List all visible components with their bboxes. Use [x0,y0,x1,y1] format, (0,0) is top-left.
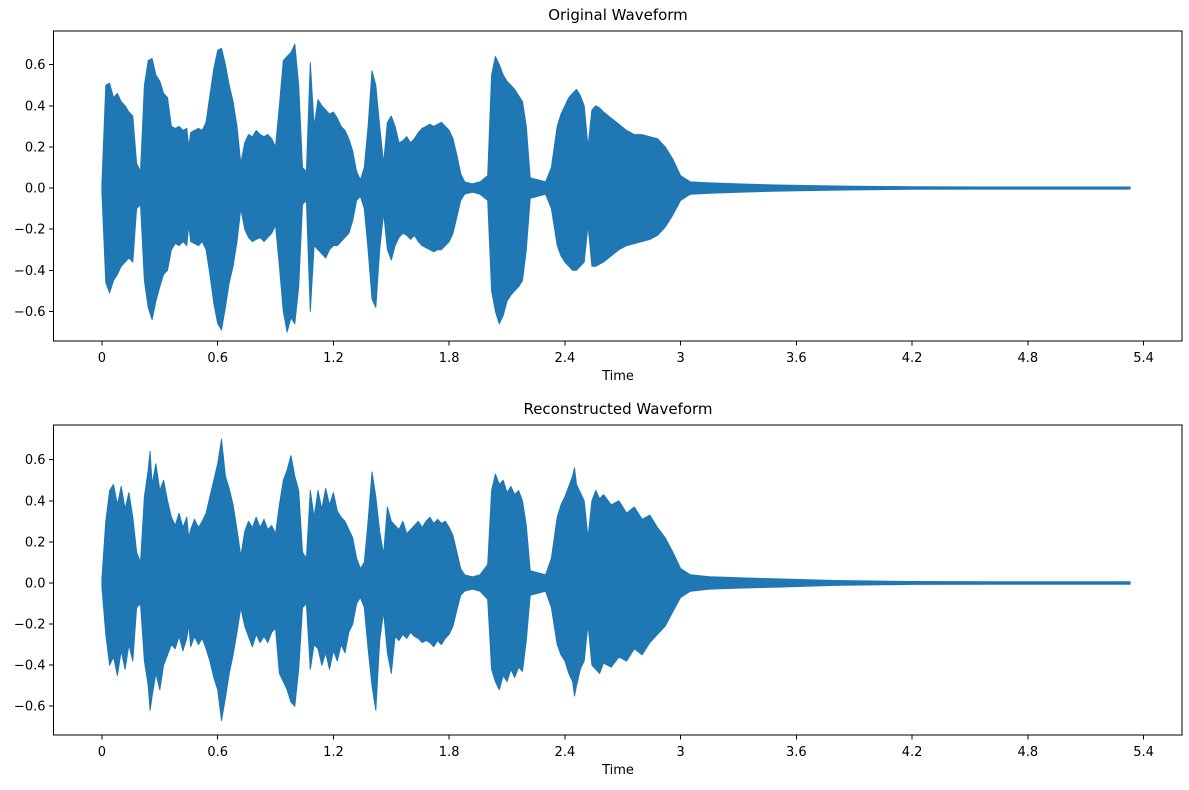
y-tick-label: −0.2 [14,618,46,633]
x-tick-label: 5.4 [1133,745,1154,760]
x-axis-label-reconstructed: Time [602,763,634,778]
y-tick-label: −0.2 [14,223,46,238]
x-tick-label: 0 [98,351,106,366]
x-tick-label: 1.2 [323,351,344,366]
y-tick-label: −0.4 [14,659,46,674]
x-tick-label: 3 [676,351,684,366]
y-tick-label: 0.0 [25,182,46,197]
x-tick-label: 2.4 [555,351,576,366]
y-tick-label: −0.6 [14,305,46,320]
x-axis-label-original: Time [602,369,634,384]
x-tick-label: 3.6 [786,745,807,760]
x-tick-label: 3.6 [786,351,807,366]
x-tick-label: 0.6 [207,745,228,760]
x-tick-label: 0 [98,745,106,760]
y-tick-label: 0.4 [25,99,46,114]
y-tick-label: −0.4 [14,264,46,279]
plot-title-original: Original Waveform [548,6,688,24]
x-tick-label: 4.8 [1018,351,1039,366]
axes-frame-0 [53,30,1183,342]
y-tick-label: 0.2 [25,535,46,550]
y-tick-label: 0.6 [25,453,46,468]
plot-title-reconstructed: Reconstructed Waveform [523,400,713,418]
x-tick-label: 1.2 [323,745,344,760]
y-tick-label: 0.0 [25,576,46,591]
x-tick-label: 0.6 [207,351,228,366]
x-tick-label: 3 [676,745,684,760]
x-tick-label: 1.8 [439,745,460,760]
x-tick-label: 4.2 [902,351,923,366]
x-tick-label: 2.4 [555,745,576,760]
waveform-path-1 [101,438,1131,722]
y-tick-label: 0.4 [25,494,46,509]
y-tick-label: −0.6 [14,700,46,715]
y-tick-label: 0.6 [25,58,46,73]
x-tick-label: 1.8 [439,351,460,366]
x-tick-label: 5.4 [1133,351,1154,366]
x-tick-label: 4.2 [902,745,923,760]
y-tick-label: 0.2 [25,140,46,155]
axes-frame-1 [53,424,1183,736]
waveform-path-0 [101,43,1131,333]
x-tick-label: 4.8 [1018,745,1039,760]
